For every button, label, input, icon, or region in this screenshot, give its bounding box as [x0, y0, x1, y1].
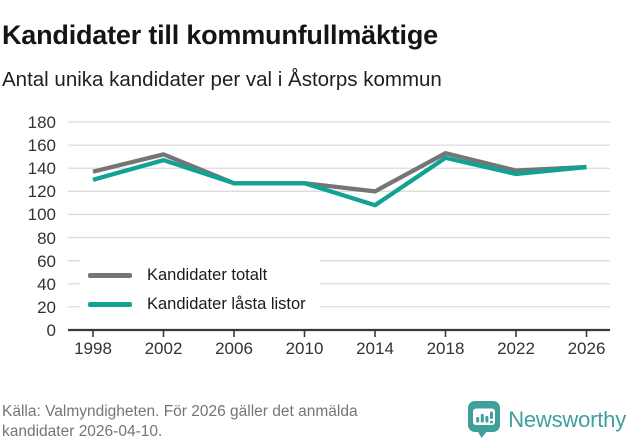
- series-line-total: [92, 151, 587, 194]
- y-tick-label: 0: [46, 321, 56, 340]
- y-tick-label: 60: [37, 251, 56, 271]
- legend-swatch-locked: [88, 301, 132, 307]
- x-tick-label: 2014: [356, 339, 394, 358]
- legend-swatch-total: [88, 272, 132, 278]
- legend: Kandidater totalt Kandidater låsta listo…: [80, 257, 320, 324]
- y-tick-label: 100: [27, 205, 56, 225]
- y-tick-label: 180: [27, 113, 56, 132]
- x-tick-label: 2006: [215, 339, 253, 358]
- legend-label-locked: Kandidater låsta listor: [147, 294, 306, 313]
- chart-title: Kandidater till kommunfullmäktige: [2, 20, 438, 51]
- series-line-locked: [92, 155, 587, 208]
- x-tick-label: 2022: [497, 339, 535, 358]
- source-note: Källa: Valmyndigheten. För 2026 gäller d…: [2, 403, 358, 441]
- legend-item-locked: Kandidater låsta listor: [88, 292, 306, 316]
- legend-item-total: Kandidater totalt: [88, 263, 306, 287]
- newsworthy-logo[interactable]: Newsworthy: [468, 401, 626, 438]
- chart-subtitle: Antal unika kandidater per val i Åstorps…: [2, 68, 442, 91]
- x-tick-label: 2018: [426, 339, 465, 358]
- y-tick-label: 160: [27, 136, 56, 156]
- x-tick-label: 2002: [144, 339, 183, 358]
- legend-label-total: Kandidater totalt: [147, 265, 268, 284]
- x-tick-label: 2026: [567, 339, 606, 358]
- y-tick-label: 40: [37, 274, 56, 294]
- y-tick-label: 80: [37, 228, 56, 248]
- x-tick-label: 2010: [285, 339, 324, 358]
- newsworthy-logo-icon: [468, 401, 501, 438]
- y-tick-label: 120: [27, 182, 56, 202]
- y-tick-label: 20: [37, 297, 56, 317]
- y-tick-label: 140: [27, 159, 56, 179]
- x-tick-label: 1998: [74, 339, 112, 358]
- plot-canvas: [68, 121, 610, 337]
- newsworthy-logo-text: Newsworthy: [508, 406, 626, 432]
